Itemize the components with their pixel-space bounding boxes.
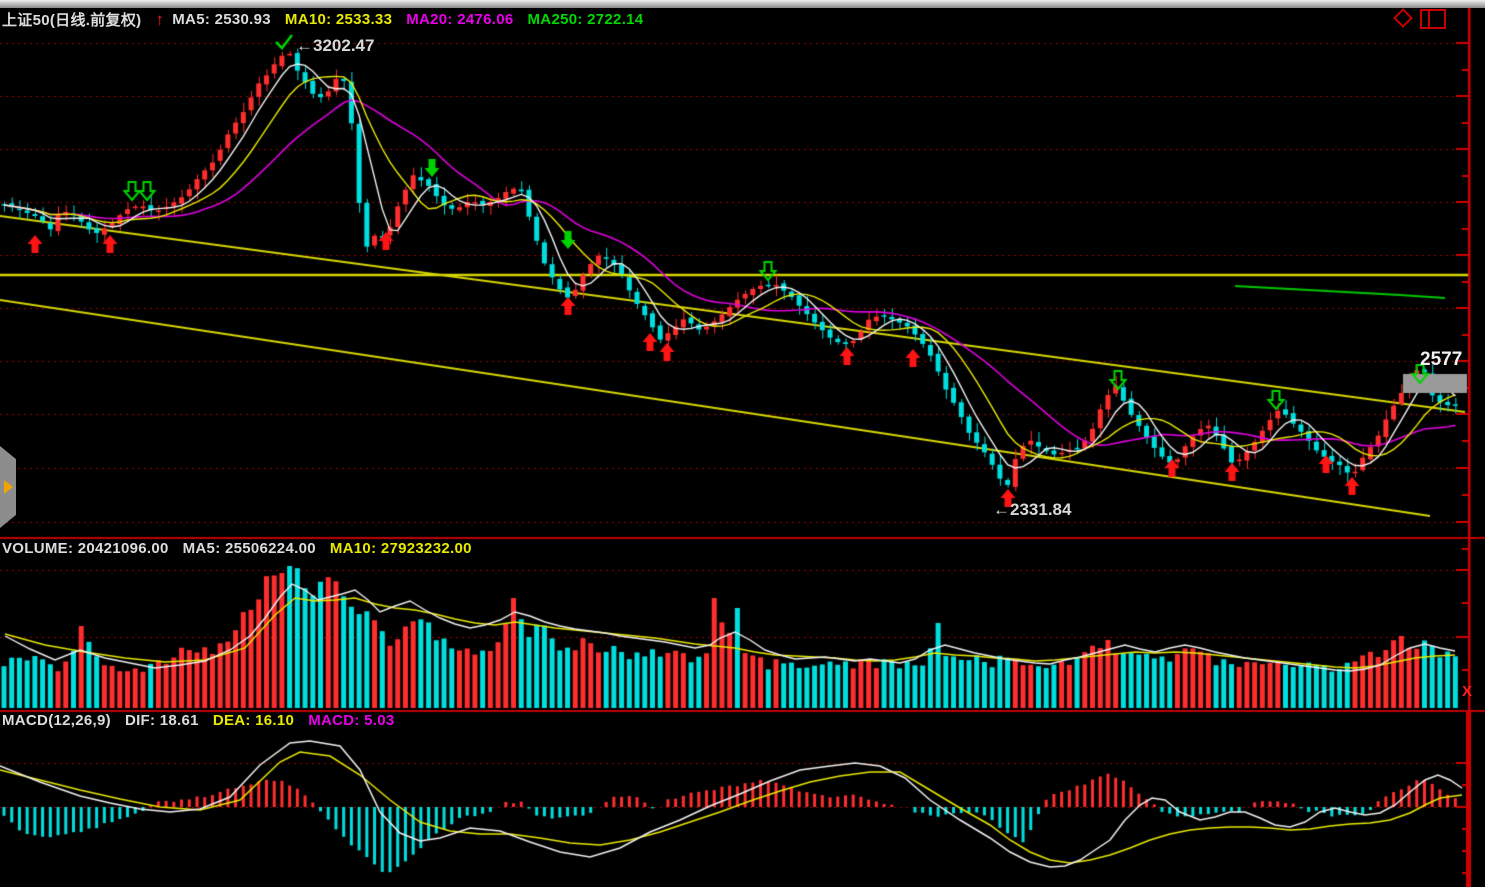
ma250-value: MA250: 2722.14 (527, 11, 644, 28)
left-panel-expander[interactable] (0, 446, 16, 528)
macd-header: MACD(12,26,9) DIF: 18.61 DEA: 16.10 MACD… (2, 712, 395, 729)
top-scrollbar[interactable] (0, 0, 1485, 8)
volume-ma5-value: MA5: 25506224.00 (182, 540, 316, 557)
peak-price-label: ←3202.47 (296, 36, 375, 55)
dif-value: DIF: 18.61 (124, 712, 199, 729)
macd-name: MACD(12,26,9) (2, 712, 111, 729)
volume-value: VOLUME: 20421096.00 (2, 540, 169, 557)
symbol-title: 上证50(日线.前复权) (2, 12, 142, 29)
up-arrow-icon: ↑ (155, 9, 165, 29)
window-split-line (1428, 11, 1430, 27)
ma5-value: MA5: 2530.93 (172, 11, 271, 28)
volume-header: VOLUME: 20421096.00 MA5: 25506224.00 MA1… (2, 540, 472, 557)
ma10-value: MA10: 2533.33 (284, 11, 393, 28)
volume-ma10-value: MA10: 27923232.00 (329, 540, 472, 557)
chevron-right-icon (4, 480, 13, 494)
axis-corner-x-label[interactable]: X (1462, 683, 1473, 700)
dea-value: DEA: 16.10 (212, 712, 295, 729)
low-price-label: ←2331.84 (993, 500, 1072, 519)
current-price-tag: 2577 (1420, 349, 1463, 370)
main-chart-header: 上证50(日线.前复权) ↑ MA5: 2530.93 MA10: 2533.3… (2, 9, 643, 30)
macd-value: MACD: 5.03 (308, 712, 395, 729)
ma20-value: MA20: 2476.06 (406, 11, 514, 28)
window-split-icon[interactable] (1420, 9, 1446, 29)
